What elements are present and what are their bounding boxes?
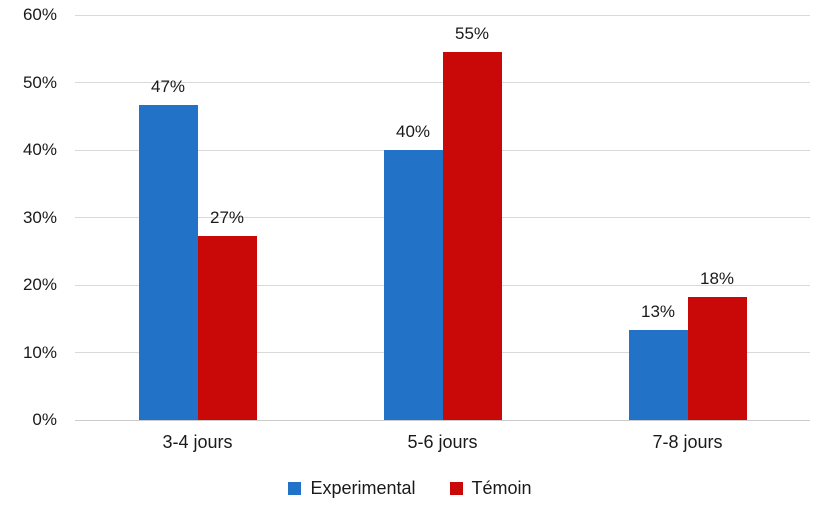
bar-temoin [197,235,257,420]
y-axis-tick-label: 40% [22,140,57,159]
legend-item-experimental: Experimental [288,477,416,499]
bar-experimental [628,330,688,420]
bar-value-label: 40% [395,122,431,141]
bar-experimental [138,104,198,420]
legend-label-experimental: Experimental [310,477,416,498]
bar-value-label: 27% [209,207,245,227]
y-axis-tick-label: 10% [22,342,57,362]
bar-temoin [442,52,502,420]
y-axis-tick-label: 60% [22,5,57,24]
legend-swatch-experimental [288,481,302,495]
gridline [75,14,810,16]
x-axis-category-label: 7-8 jours [652,432,723,452]
bar-value-label: 55% [454,24,490,44]
y-axis-tick-label: 50% [22,72,57,92]
x-axis-line [75,419,810,421]
y-axis-tick-label: 30% [22,207,57,227]
bar-temoin [687,297,747,420]
bar-value-label: 13% [640,302,676,322]
legend-label-temoin: Témoin [471,477,532,498]
x-axis-category-label: 3-4 jours [162,432,233,452]
y-axis-tick-label: 0% [32,410,57,429]
legend-item-temoin: Témoin [449,477,532,499]
bar-experimental [383,150,443,420]
x-axis-category-label: 5-6 jours [407,432,478,452]
bar-value-label: 47% [150,76,186,96]
legend: Experimental Témoin [0,475,820,501]
y-axis-tick-label: 20% [22,275,57,294]
bar-value-label: 18% [699,269,735,289]
legend-swatch-temoin [449,481,463,495]
